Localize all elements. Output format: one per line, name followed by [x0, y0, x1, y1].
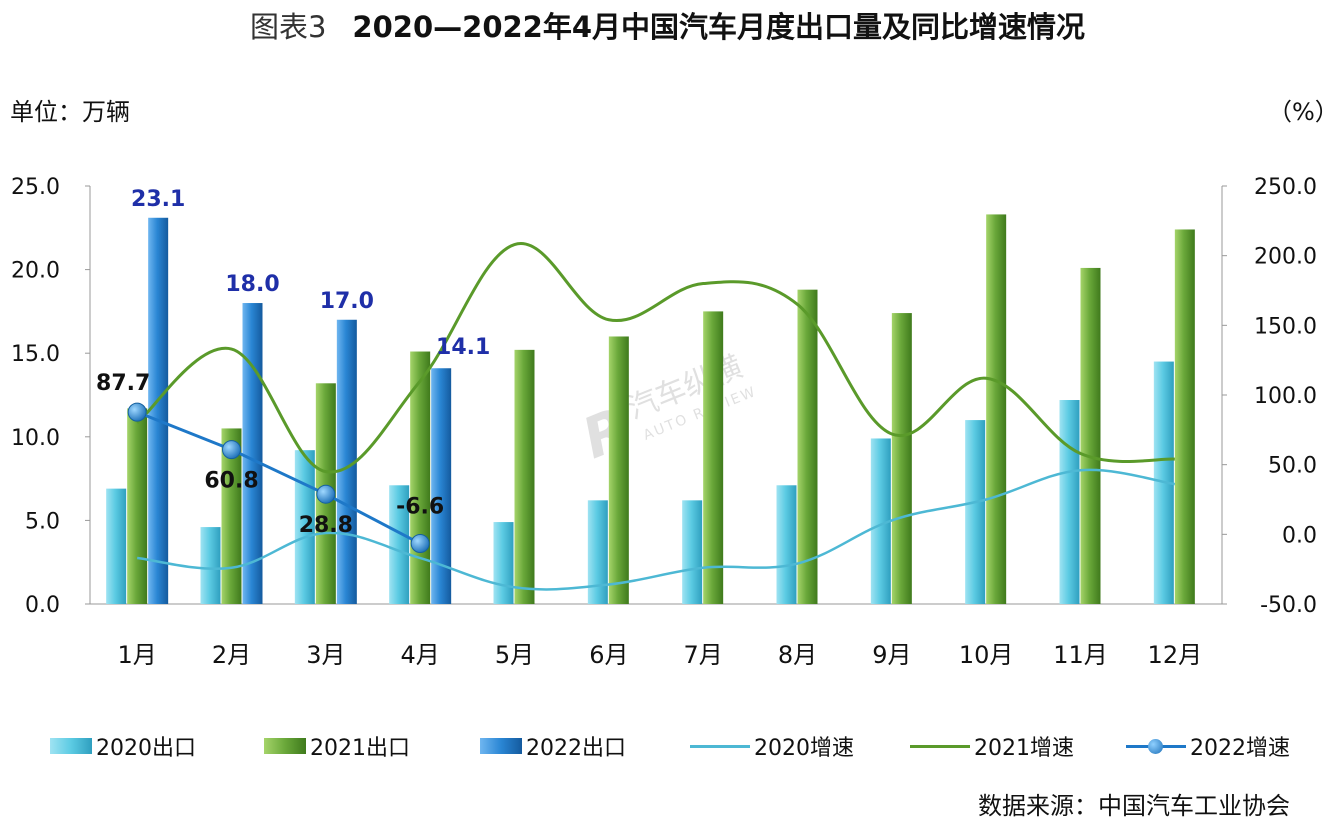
legend-label: 2021出口 [310, 736, 410, 761]
legend-label: 2022出口 [526, 736, 626, 761]
x-tick-label: 2月 [212, 641, 251, 669]
right-tick-label: 50.0 [1268, 454, 1317, 479]
x-tick-label: 7月 [684, 641, 723, 669]
x-tick-label: 6月 [589, 641, 628, 669]
bar-2020-export [1059, 400, 1080, 604]
right-tick-label: 100.0 [1254, 384, 1317, 409]
line-2020-growth [137, 468, 1176, 591]
chart-title: 图表3 2020—2022年4月中国汽车月度出口量及同比增速情况 [0, 4, 1335, 46]
x-tick-label: 3月 [306, 641, 345, 669]
legend-item-2020-growth: 2020增速 [690, 728, 854, 764]
legend-item-2021-growth: 2021增速 [910, 728, 1074, 764]
x-tick-label: 8月 [778, 641, 817, 669]
marker-2022-growth [316, 484, 336, 504]
bar-2020-export [294, 450, 315, 604]
chart-legend: 2020出口 2021出口 2022出口 2020增速 2021增速 2022增… [50, 728, 1320, 764]
bar-2021-export [703, 311, 724, 604]
legend-label: 2020增速 [754, 736, 854, 761]
bar-2021-export [1080, 267, 1101, 604]
bar-2022-export [242, 303, 263, 604]
data-label-2022-export: 17.0 [320, 289, 374, 314]
bar-2020-export [965, 420, 986, 604]
right-axis-unit: （%） [1268, 98, 1335, 126]
marker-2022-growth [222, 440, 241, 460]
chart-title-main: 2020—2022年4月中国汽车月度出口量及同比增速情况 [352, 10, 1086, 44]
x-tick-label: 1月 [118, 641, 157, 669]
legend-item-2022-growth: 2022增速 [1126, 728, 1290, 764]
right-tick-label: 0.0 [1282, 523, 1317, 548]
line-2022-growth [136, 410, 421, 545]
legend-item-2020-export: 2020出口 [50, 728, 196, 764]
bar-2021-export [986, 214, 1007, 604]
marker-2022-growth [410, 534, 430, 554]
left-tick-label: 20.0 [11, 259, 60, 284]
x-tick-label: 10月 [959, 641, 1014, 669]
bar-2020-export [200, 527, 221, 604]
left-tick-label: 15.0 [11, 342, 60, 367]
data-label-2022-export: 18.0 [225, 272, 279, 297]
bar-2021-export [514, 349, 535, 604]
x-tick-label: 11月 [1053, 641, 1108, 669]
legend-swatch [50, 738, 92, 754]
bar-2020-export [870, 438, 891, 604]
x-tick-label: 9月 [872, 641, 911, 669]
left-tick-label: 0.0 [25, 593, 60, 618]
line-2021-growth [136, 242, 1175, 474]
bar-2020-export [106, 488, 127, 604]
x-tick-label: 12月 [1148, 641, 1203, 669]
x-tick-label: 5月 [495, 641, 534, 669]
legend-label: 2021增速 [974, 736, 1074, 761]
bar-2021-export [608, 336, 629, 604]
right-tick-label: 250.0 [1254, 175, 1317, 200]
bar-2022-export [148, 217, 169, 604]
data-label-2022-growth: 28.8 [299, 513, 353, 538]
bar-2020-export [682, 500, 703, 604]
right-tick-label: 200.0 [1254, 245, 1317, 270]
marker-2022-growth [127, 402, 147, 422]
data-label-2022-growth: 60.8 [204, 469, 258, 494]
data-label-2022-export: 23.1 [131, 187, 185, 212]
data-label-2022-export: 14.1 [436, 335, 490, 360]
data-label-2022-growth: 87.7 [96, 371, 150, 396]
bar-2021-export [891, 313, 912, 604]
left-tick-label: 10.0 [11, 426, 60, 451]
data-label-2022-growth: -6.6 [396, 495, 444, 520]
bar-2022-export [431, 368, 452, 604]
bar-2020-export [587, 500, 608, 604]
left-tick-label: 25.0 [11, 175, 60, 200]
legend-swatch [480, 738, 522, 754]
bar-2021-export [127, 408, 148, 604]
bar-2020-export [389, 485, 410, 604]
x-tick-label: 4月 [401, 641, 440, 669]
legend-swatch [690, 744, 750, 748]
legend-item-2022-export: 2022出口 [480, 728, 626, 764]
legend-label: 2020出口 [96, 736, 196, 761]
bar-2021-export [221, 428, 242, 604]
chart-title-prefix: 图表3 [249, 10, 327, 44]
left-axis-unit: 单位：万辆 [10, 98, 130, 126]
legend-swatch [1126, 738, 1186, 754]
legend-swatch [264, 738, 306, 754]
right-tick-label: -50.0 [1260, 593, 1317, 618]
legend-label: 2022增速 [1190, 736, 1290, 761]
right-tick-label: 150.0 [1254, 314, 1317, 339]
legend-item-2021-export: 2021出口 [264, 728, 410, 764]
bar-2021-export [1174, 229, 1195, 605]
left-tick-label: 5.0 [25, 509, 60, 534]
bar-2021-export [797, 289, 818, 604]
bar-2020-export [776, 485, 797, 604]
data-source: 数据来源：中国汽车工业协会 [978, 792, 1290, 820]
bar-2020-export [493, 522, 514, 604]
legend-swatch [910, 744, 970, 748]
